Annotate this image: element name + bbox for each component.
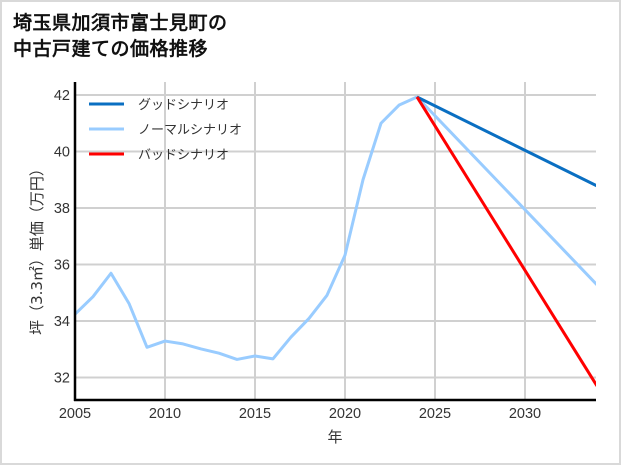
x-tick-label: 2005 [59, 406, 91, 422]
series-line [416, 95, 596, 188]
y-tick-label: 42 [54, 88, 70, 104]
y-tick-label: 38 [54, 201, 70, 217]
y-axis-label: 坪（3.3㎡）単価（万円） [28, 161, 46, 335]
chart-title: 埼玉県加須市富士見町の 中古戸建ての価格推移 [13, 10, 228, 62]
x-tick-label: 2030 [509, 406, 541, 422]
data-lines [75, 95, 596, 387]
x-axis-label: 年 [327, 428, 342, 446]
x-tick-label: 2020 [329, 406, 361, 422]
x-tick-label: 2015 [239, 406, 271, 422]
series-line [415, 96, 596, 387]
y-tick-label: 32 [54, 371, 70, 387]
legend-label: ノーマルシナリオ [138, 123, 242, 138]
axes [73, 82, 596, 402]
y-tick-label: 40 [54, 145, 70, 161]
y-tick-label: 36 [54, 258, 70, 274]
grid-lines [74, 82, 596, 400]
title-line-2: 中古戸建ての価格推移 [13, 38, 209, 60]
x-tick-label: 2025 [419, 406, 451, 422]
title-line-1: 埼玉県加須市富士見町の [13, 12, 228, 34]
x-tick-label: 2010 [149, 406, 181, 422]
series-line [75, 95, 596, 361]
legend-label: グッドシナリオ [138, 98, 229, 113]
tick-labels: 2005 2010 2015 2020 2025 2030 32 34 36 38 40 42 [54, 88, 541, 422]
y-tick-label: 34 [54, 314, 70, 330]
legend-label: バッドシナリオ [138, 148, 229, 163]
